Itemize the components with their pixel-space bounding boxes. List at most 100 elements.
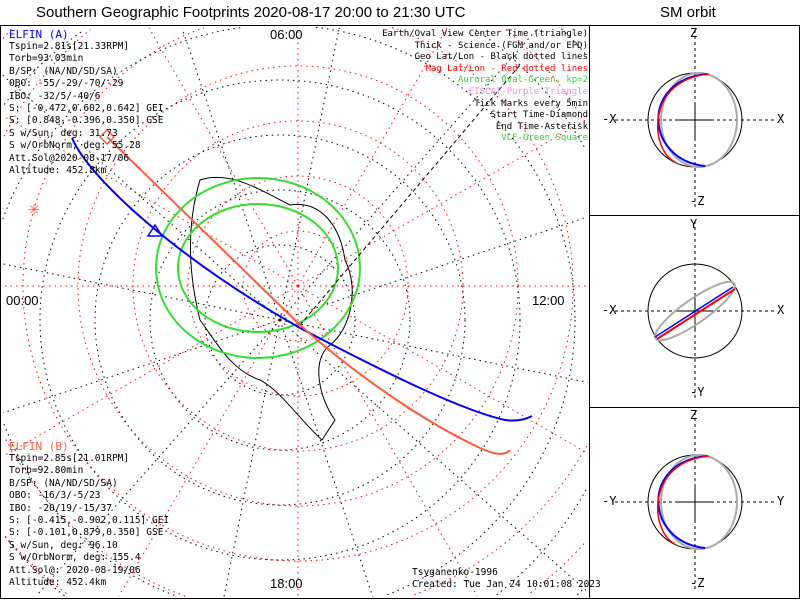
axis-label-left: -X: [602, 303, 617, 317]
model-label: Tsyganenko-1996: [412, 567, 498, 578]
elfin-b-orbit: [657, 455, 710, 545]
elfin-a-track: [71, 137, 533, 422]
info-line: S: [0.848,-0.396,0.350] GSE: [9, 115, 164, 127]
geo-lon-line: [279, 319, 588, 383]
created-label: Created: Tue Jan 24 10:01:08 2023: [412, 579, 601, 590]
elfin-a-name: ELFIN (A): [9, 28, 69, 41]
info-line: S w/OrbNorm, deg: 155.4: [9, 552, 141, 564]
axis-label-right: X: [777, 112, 785, 126]
geo-lon-line: [36, 319, 281, 597]
geo-lon-line: [279, 319, 588, 592]
info-line: S: [-0.472,0.602,0.642] GEI: [9, 102, 164, 114]
info-line: S w/OrbNorm, deg: 55.28: [9, 140, 141, 152]
orbit-projection: [660, 72, 738, 168]
hour-label-right: 12:00: [532, 293, 565, 308]
info-line: S w/Sun, deg: 31.73: [9, 127, 118, 139]
geo-lat-circle: [94, 134, 466, 506]
geo-lat-circle: [39, 79, 521, 561]
info-line: S w/Sun, deg: 96.10: [9, 539, 118, 551]
elfin-a-orbit: [654, 286, 734, 338]
orbit-panels: [615, 30, 775, 590]
info-line: B/SP: (NA/ND/SD/SA): [9, 477, 118, 489]
elfin-a-view-triangle: [146, 223, 164, 237]
hour-label-top: 06:00: [270, 27, 303, 42]
axis-label-left: -X: [602, 112, 617, 126]
geo-lon-line: [181, 27, 281, 321]
view-center-line: [299, 64, 521, 326]
geo-lon-line: [3, 319, 281, 414]
orbit-title: SM orbit: [660, 4, 716, 21]
geo-lon-line: [279, 27, 340, 321]
info-line: Torb=92.80min: [9, 465, 84, 477]
auroral-oval-inner: [177, 203, 339, 333]
info-line: IBO: -32/5/-40/6: [9, 90, 101, 102]
legend-item: End Time-Asterisk: [495, 121, 588, 132]
mag-lon-line: [118, 285, 299, 597]
elfin-b-start-diamond: [98, 128, 116, 146]
legend-item: EISCAT-Purple Triangle: [468, 87, 588, 97]
earth-circle: [647, 263, 743, 359]
info-line: Altitude: 452.4km: [9, 576, 107, 588]
info-line: S: [-0.101,0.879,0.350] GSE: [9, 527, 164, 539]
legend-item: Tick Marks every 5min: [474, 98, 588, 109]
legend-item: Auroral Oval-Green, kp=2: [457, 75, 588, 86]
end-asterisk-icon: ✳: [28, 196, 40, 220]
mag-lat-circle: [22, 27, 574, 562]
info-line: Tspin=2.85s[21.01RPM]: [9, 453, 130, 464]
axis-label-top: Z: [690, 408, 698, 422]
axis-label-top: Z: [690, 26, 698, 40]
mag-lon-line: [297, 118, 588, 287]
orbit-projection: [660, 454, 738, 550]
legend-item: Earth/Oval View Center Time (triangle): [382, 29, 588, 39]
hour-label-bottom: 18:00: [270, 576, 303, 591]
info-line: Att.Sol@: 2020-08-19/06: [9, 564, 141, 576]
axis-label-bottom: -Z: [690, 576, 705, 590]
geo-lon-line: [279, 319, 374, 597]
info-line: OBO: -16/3/-5/23: [9, 490, 101, 502]
geo-lon-line: [2, 74, 281, 321]
elfin-b-track: [106, 136, 511, 455]
info-line: OBO: -55/-29/-70/-29: [9, 78, 124, 90]
info-line: B/SP: (NA/ND/SD/SA): [9, 65, 118, 77]
hour-label-left: 00:00: [6, 293, 39, 308]
geo-lat-circle: [149, 189, 411, 451]
mag-lon-line: [297, 285, 478, 597]
legend-item: Geo Lat/Lon - Black dotted lines: [414, 52, 588, 63]
axis-label-right: X: [777, 303, 785, 317]
antarctica-coastline: [190, 176, 353, 441]
axis-label-right: Y: [777, 494, 785, 508]
orbit-projection: [654, 280, 736, 342]
axis-label-bottom: -Y: [690, 385, 705, 399]
plot-title: Southern Geographic Footprints 2020-08-1…: [36, 4, 466, 21]
polar-map: ✳: [2, 26, 588, 597]
info-line: Att.Sol@2020-08-17/06: [9, 152, 130, 164]
info-line: Torb=93.03min: [9, 53, 84, 65]
mag-lat-circle: [2, 28, 585, 594]
axis-label-bottom: -Z: [690, 194, 705, 208]
info-line: S: [-0.415,-0.902,0.115] GEI: [9, 514, 170, 526]
elfin-b-name: ELFIN (B): [9, 440, 69, 453]
axis-label-left: -Y: [602, 494, 617, 508]
elfin-b-orbit: [656, 288, 736, 340]
mag-lon-line: [148, 27, 299, 287]
info-line: Tspin=2.81s[21.33RPM]: [9, 41, 130, 52]
info-line: IBO: -20/19/-15/37: [9, 502, 112, 514]
axis-label-top: Y: [690, 217, 698, 231]
legend-item: Start Time-Diamond: [490, 110, 588, 121]
geo-lat-circle: [560, 28, 587, 597]
auroral-oval-outer: [155, 177, 361, 359]
mag-lon-line: [3, 285, 299, 457]
mag-lon-line: [297, 27, 448, 287]
legend-item: Thick - Science (FGM and/or EPD): [414, 40, 588, 51]
geo-lon-line: [3, 263, 281, 321]
elfin-b-orbit: [657, 73, 710, 163]
legend-item: VLF-Green Square: [501, 133, 588, 144]
legend-item: Mag Lat/Lon - Red dotted lines: [425, 63, 588, 74]
elfin-b-info: ELFIN (B) Tspin=2.85s[21.01RPM] Torb=92.80…: [9, 440, 169, 589]
info-line: Altitude: 452.8km: [9, 164, 107, 176]
elfin-a-info: ELFIN (A) Tspin=2.81s[21.33RPM] Torb=93.03…: [9, 28, 163, 177]
geo-lon-line: [279, 216, 588, 321]
geo-lon-line: [279, 27, 539, 321]
